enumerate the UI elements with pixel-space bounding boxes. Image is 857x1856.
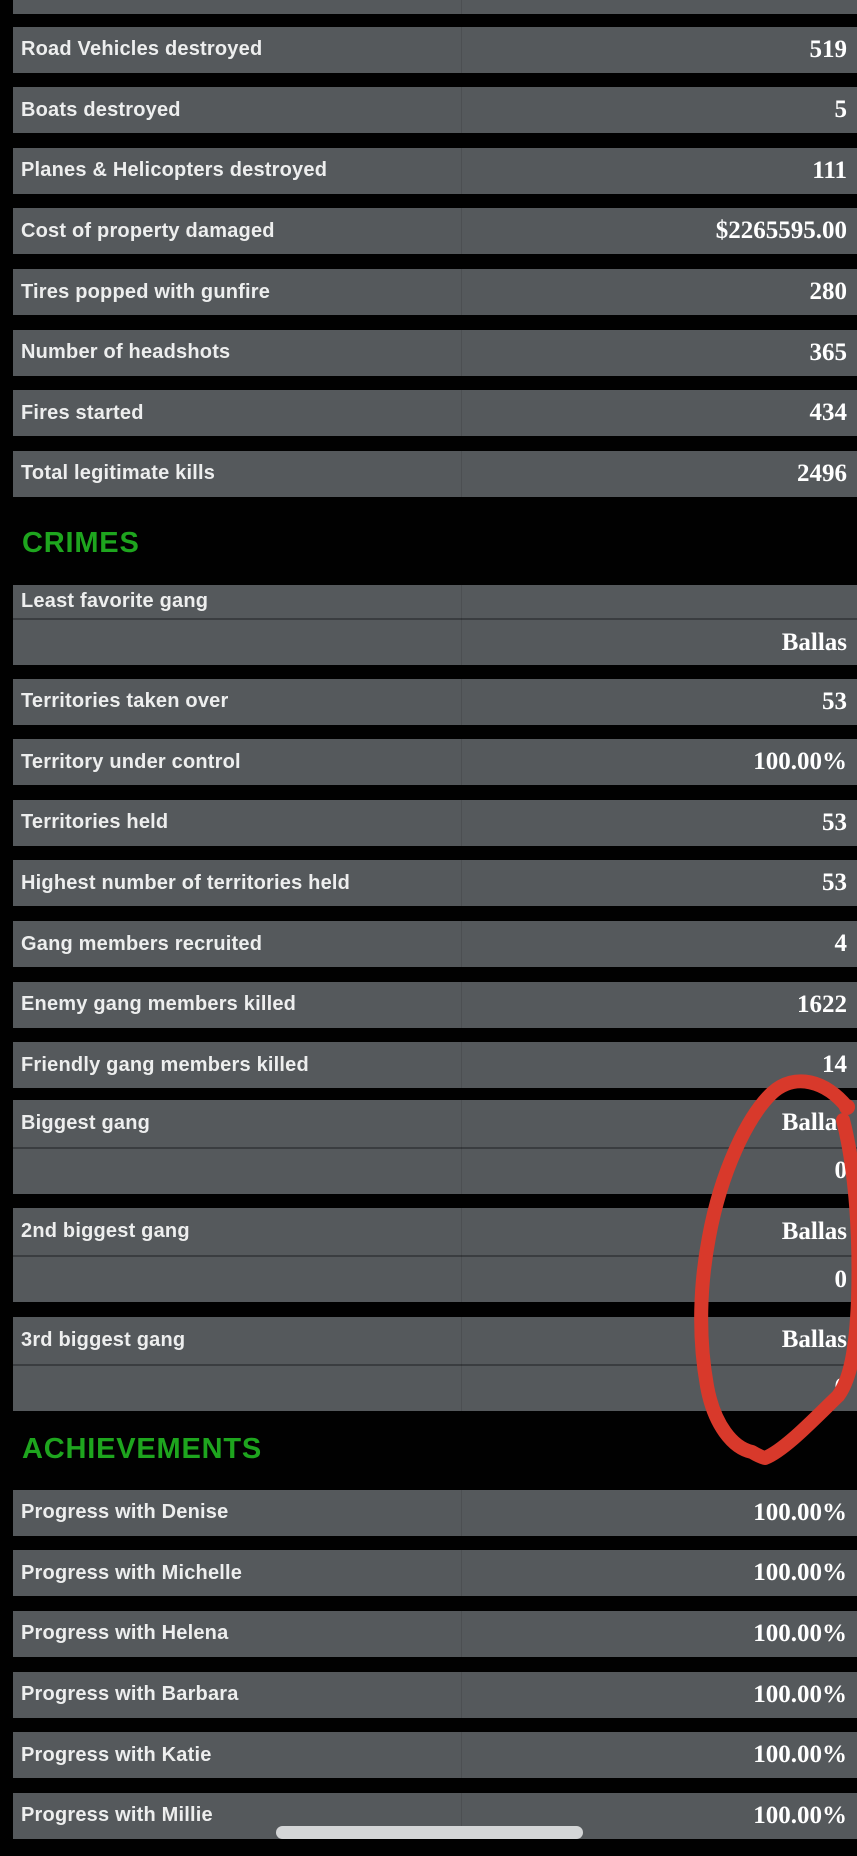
stat-label: Friendly gang members killed <box>21 1053 309 1076</box>
stat-value: 434 <box>809 399 848 427</box>
stat-label: Progress with Millie <box>21 1804 213 1827</box>
stat-value: 14 <box>822 1051 847 1079</box>
stat-row: Friendly gang members killed 14 <box>13 1042 857 1089</box>
stat-value: 53 <box>822 687 847 715</box>
stat-row: Enemy gang members killed 1622 <box>13 981 857 1028</box>
stat-value: 100.00% <box>753 748 847 776</box>
stat-label: Progress with Katie <box>21 1743 212 1766</box>
stat-label: Progress with Barbara <box>21 1683 239 1706</box>
stat-value: 53 <box>822 808 847 836</box>
stat-row: Planes & Helicopters destroyed 111 <box>13 147 857 194</box>
stat-label: Progress with Denise <box>21 1501 229 1524</box>
stat-label: Territories held <box>21 811 169 834</box>
stat-value: 111 <box>812 156 847 184</box>
stat-label: Territory under control <box>21 750 241 773</box>
stat-value: 0 <box>834 1157 848 1185</box>
stat-row: Total legitimate kills 2496 <box>13 450 857 497</box>
stat-row: Least favorite gang Ballas <box>13 585 857 666</box>
stat-label: Number of headshots <box>21 341 231 364</box>
stat-label: Gang members recruited <box>21 932 263 955</box>
stat-value: 53 <box>822 869 847 897</box>
scroll-indicator[interactable] <box>276 1826 583 1839</box>
stat-label: Tires popped with gunfire <box>21 280 271 303</box>
stat-row: 3rd biggest gang Ballas 0 <box>13 1316 857 1411</box>
stat-value: Ballas <box>781 1217 847 1245</box>
stat-label: Territories taken over <box>21 690 229 713</box>
section-header-achievements: ACHIEVEMENTS <box>22 1432 263 1465</box>
partial-row-top <box>13 0 857 14</box>
stat-value: 2496 <box>797 459 847 487</box>
stat-label: Progress with Helena <box>21 1622 229 1645</box>
stat-value: 4 <box>834 930 848 958</box>
stat-label: Highest number of territories held <box>21 871 351 894</box>
stat-value: 100.00% <box>753 1741 847 1769</box>
stat-label: Least favorite gang <box>21 590 209 613</box>
stat-row: Number of headshots 365 <box>13 329 857 376</box>
stat-row: Territories taken over 53 <box>13 678 857 725</box>
stat-value: 100.00% <box>753 1680 847 1708</box>
stat-row: Progress with Helena 100.00% <box>13 1610 857 1657</box>
stat-row: 2nd biggest gang Ballas 0 <box>13 1208 857 1303</box>
stat-label: Fires started <box>21 401 144 424</box>
stat-value: 100.00% <box>753 1619 847 1647</box>
stat-label: 3rd biggest gang <box>21 1328 186 1351</box>
stat-label: Planes & Helicopters destroyed <box>21 159 328 182</box>
stat-row: Cost of property damaged $2265595.00 <box>13 208 857 255</box>
stat-label: Cost of property damaged <box>21 219 275 242</box>
stat-value: 0 <box>834 1265 848 1293</box>
stat-label: Enemy gang members killed <box>21 993 297 1016</box>
stat-row: Gang members recruited 4 <box>13 921 857 968</box>
stat-value: 100.00% <box>753 1801 847 1829</box>
stat-value: 365 <box>809 338 848 366</box>
stat-label: 2nd biggest gang <box>21 1220 190 1243</box>
stat-label: Progress with Michelle <box>21 1561 243 1584</box>
stat-row: Fires started 434 <box>13 390 857 437</box>
stat-label: Total legitimate kills <box>21 462 216 485</box>
stat-value: 0 <box>834 1374 848 1402</box>
stat-value: Ballas <box>781 628 847 656</box>
stat-value: $2265595.00 <box>715 217 847 245</box>
section-header-crimes: CRIMES <box>22 526 140 559</box>
stat-label: Road Vehicles destroyed <box>21 38 263 61</box>
stat-value: 280 <box>809 278 848 306</box>
stat-value: 100.00% <box>753 1498 847 1526</box>
stat-row: Biggest gang Ballas 0 <box>13 1099 857 1194</box>
stat-row: Progress with Michelle 100.00% <box>13 1550 857 1597</box>
stat-label: Boats destroyed <box>21 98 181 121</box>
stat-row: Progress with Denise 100.00% <box>13 1489 857 1536</box>
stats-list: Road Vehicles destroyed 519 Boats destro… <box>13 0 857 1839</box>
stat-value: Ballas <box>781 1109 847 1137</box>
stat-label: Biggest gang <box>21 1111 151 1134</box>
stat-row: Territories held 53 <box>13 799 857 846</box>
stat-row: Progress with Barbara 100.00% <box>13 1671 857 1718</box>
stat-row: Road Vehicles destroyed 519 <box>13 26 857 73</box>
stat-row: Boats destroyed 5 <box>13 87 857 134</box>
stat-row: Progress with Katie 100.00% <box>13 1732 857 1779</box>
stat-value: 1622 <box>797 990 847 1018</box>
stat-row: Territory under control 100.00% <box>13 739 857 786</box>
stat-value: Ballas <box>781 1326 847 1354</box>
stat-value: 519 <box>809 35 848 63</box>
stat-row: Tires popped with gunfire 280 <box>13 269 857 316</box>
stat-value: 100.00% <box>753 1559 847 1587</box>
stat-row: Highest number of territories held 53 <box>13 860 857 907</box>
stat-value: 5 <box>834 96 848 124</box>
